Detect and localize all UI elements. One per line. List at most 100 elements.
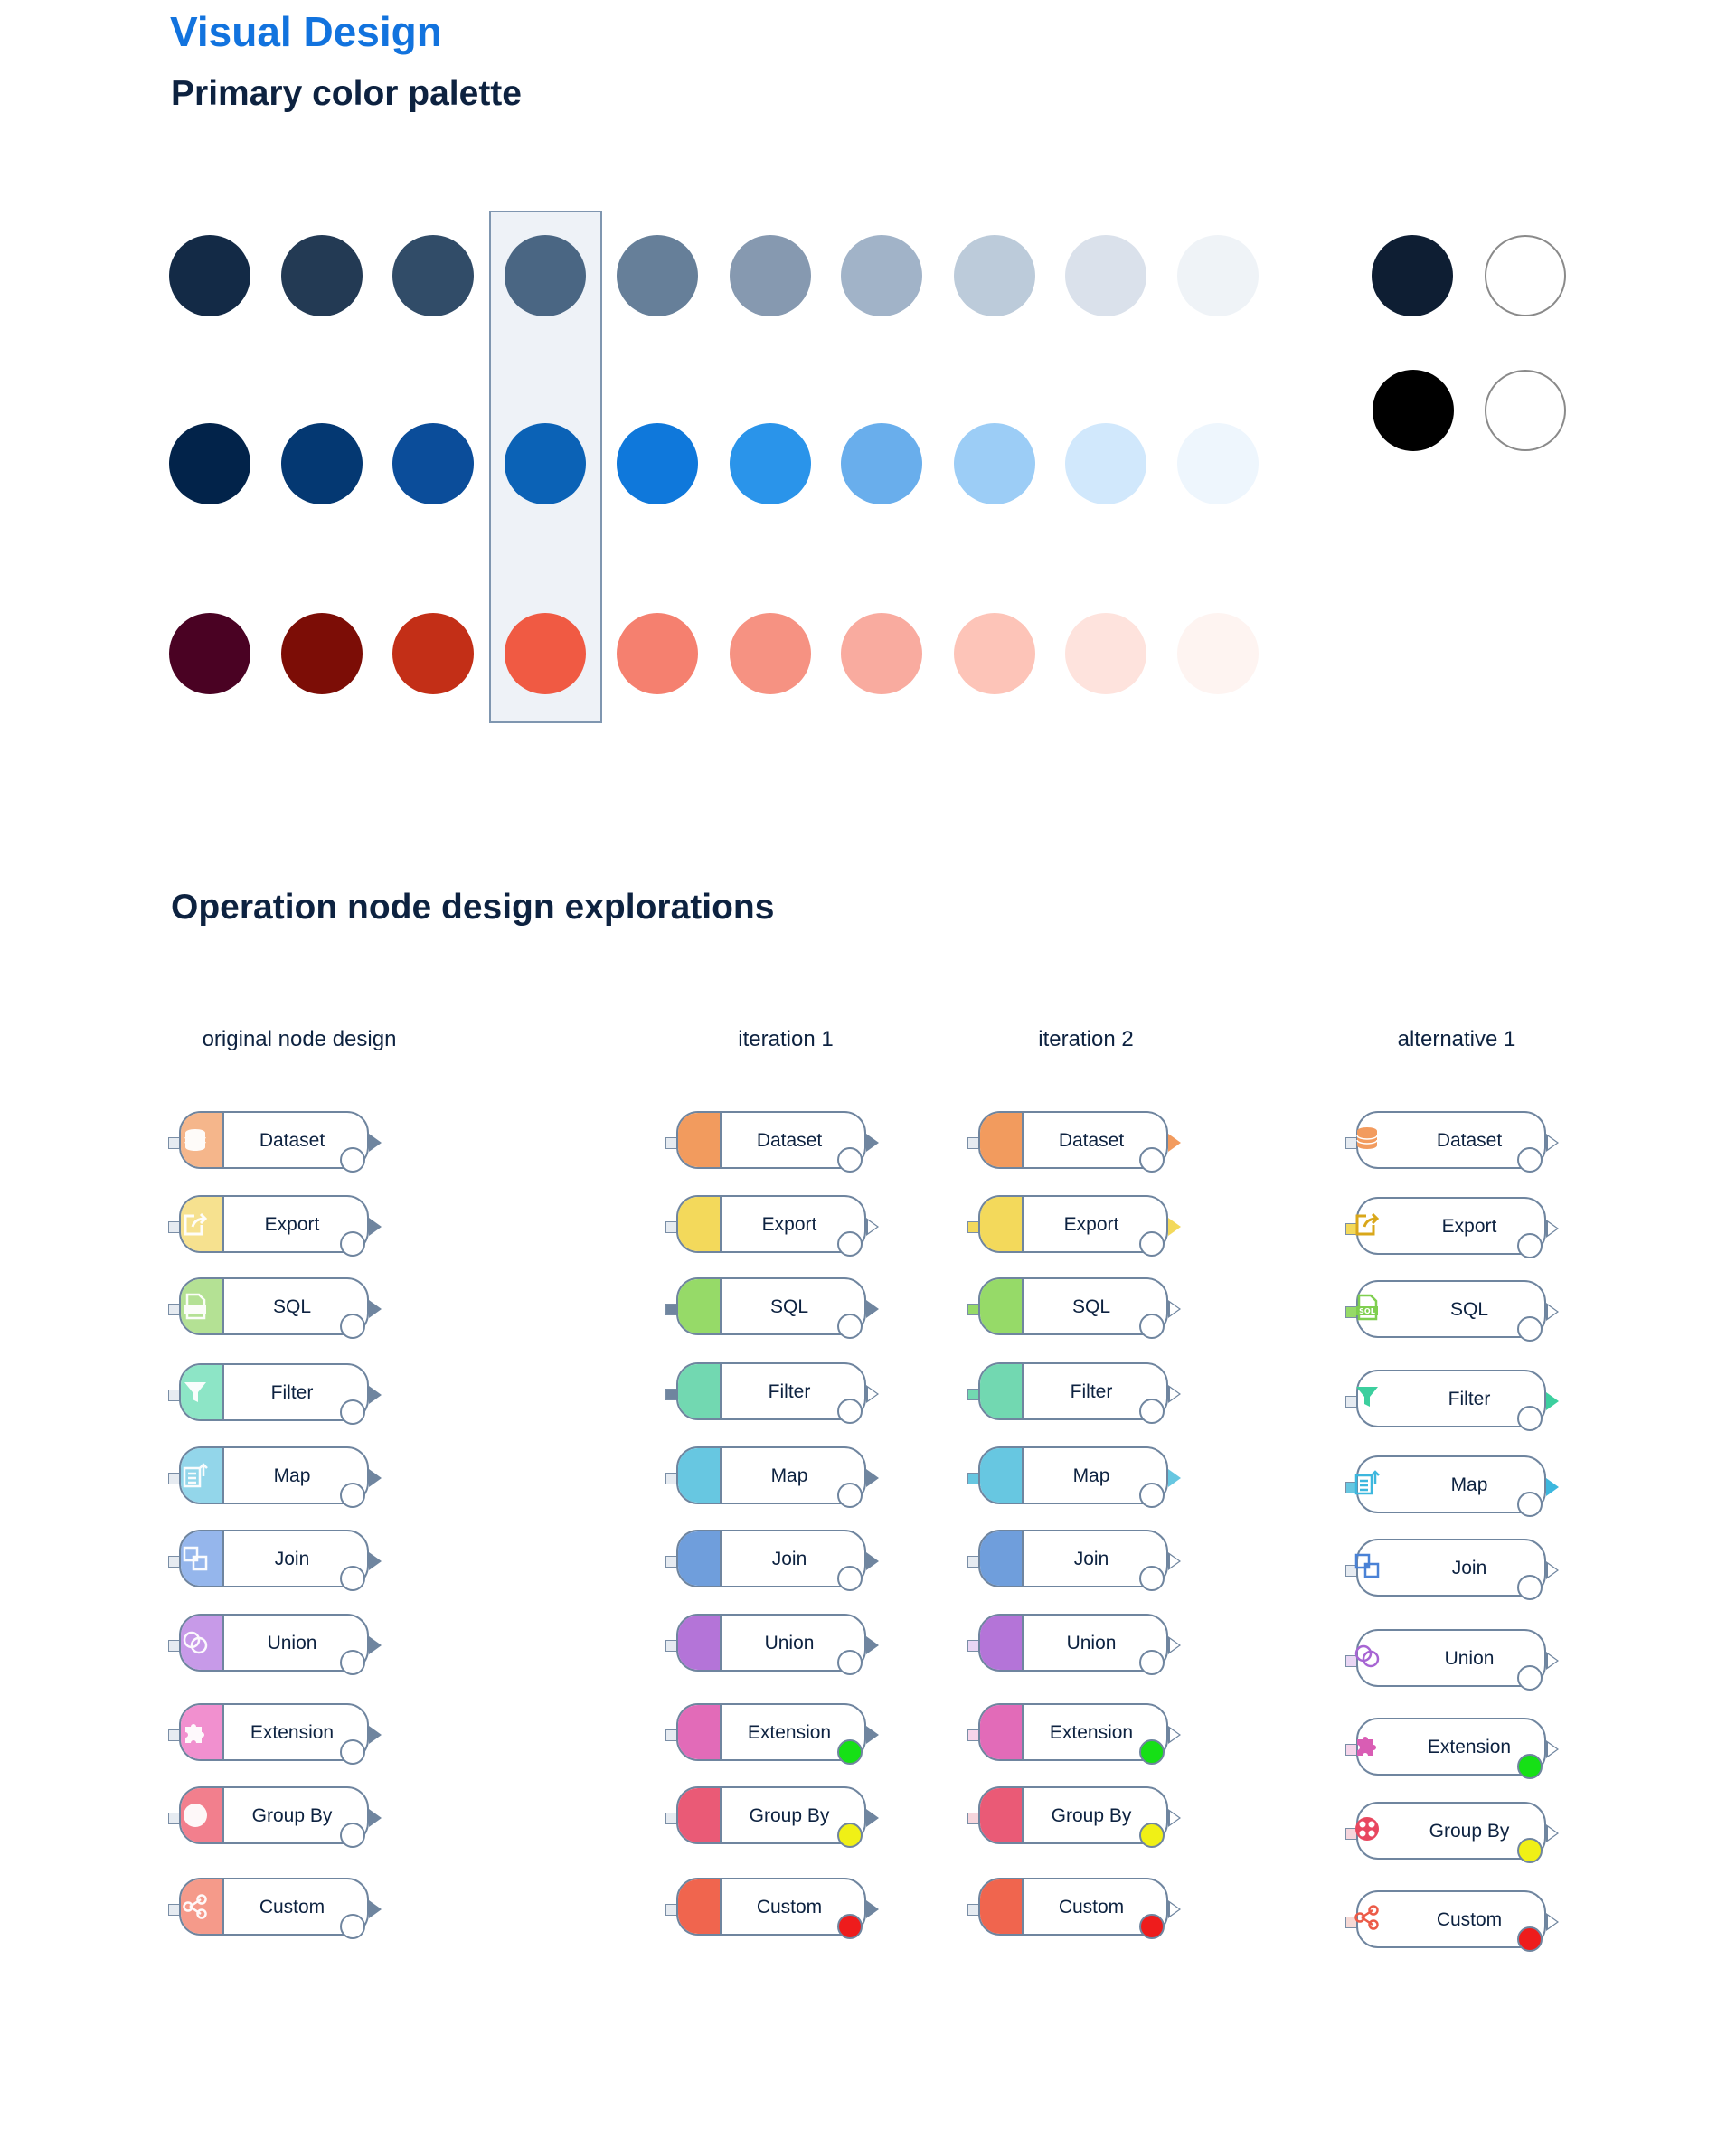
output-arrow-icon[interactable] (369, 1552, 382, 1570)
operation-node-sql[interactable]: SQL (665, 1277, 882, 1341)
node-body[interactable]: Union (1356, 1629, 1546, 1687)
output-arrow-icon[interactable] (369, 1809, 382, 1827)
node-body[interactable]: SQL (179, 1277, 369, 1335)
operation-node-map[interactable]: Map (168, 1446, 385, 1510)
output-arrow-icon[interactable] (1168, 1636, 1181, 1654)
node-body[interactable]: Extension (1356, 1718, 1546, 1776)
operation-node-export[interactable]: Export (665, 1195, 882, 1258)
operation-node-dataset[interactable]: Dataset (665, 1111, 882, 1174)
output-arrow-icon[interactable] (369, 1636, 382, 1654)
output-arrow-icon[interactable] (1546, 1824, 1559, 1842)
operation-node-dataset[interactable]: Dataset (967, 1111, 1184, 1174)
node-body[interactable]: Group By (179, 1786, 369, 1844)
node-body[interactable]: Custom (676, 1878, 866, 1936)
node-body[interactable]: Filter (676, 1362, 866, 1420)
node-body[interactable]: Export (179, 1195, 369, 1253)
operation-node-custom[interactable]: Custom (665, 1878, 882, 1941)
operation-node-sql[interactable]: SQL SQL (1345, 1280, 1562, 1343)
operation-node-group-by[interactable]: Group By (665, 1786, 882, 1850)
operation-node-join[interactable]: Join (168, 1530, 385, 1593)
node-body[interactable]: Filter (179, 1363, 369, 1421)
output-arrow-icon[interactable] (866, 1809, 879, 1827)
operation-node-group-by[interactable]: Group By (168, 1786, 385, 1850)
output-arrow-icon[interactable] (1546, 1561, 1559, 1579)
output-arrow-icon[interactable] (369, 1134, 382, 1152)
output-arrow-icon[interactable] (1168, 1218, 1181, 1236)
operation-node-export[interactable]: Export (1345, 1197, 1562, 1260)
node-body[interactable]: Extension (676, 1703, 866, 1761)
operation-node-union[interactable]: Union (1345, 1629, 1562, 1692)
output-arrow-icon[interactable] (866, 1469, 879, 1487)
operation-node-extension[interactable]: Extension (967, 1703, 1184, 1766)
node-body[interactable]: Map (1356, 1455, 1546, 1513)
node-body[interactable]: Join (978, 1530, 1168, 1587)
output-arrow-icon[interactable] (1168, 1385, 1181, 1403)
operation-node-sql[interactable]: SQL (967, 1277, 1184, 1341)
node-body[interactable]: Group By (978, 1786, 1168, 1844)
output-arrow-icon[interactable] (1546, 1220, 1559, 1238)
operation-node-union[interactable]: Union (168, 1614, 385, 1677)
node-body[interactable]: Export (676, 1195, 866, 1253)
operation-node-extension[interactable]: Extension (1345, 1718, 1562, 1781)
node-body[interactable]: Group By (676, 1786, 866, 1844)
operation-node-custom[interactable]: Custom (168, 1878, 385, 1941)
node-body[interactable]: Map (179, 1446, 369, 1504)
node-body[interactable]: Dataset (978, 1111, 1168, 1169)
operation-node-map[interactable]: Map (665, 1446, 882, 1510)
output-arrow-icon[interactable] (1546, 1303, 1559, 1321)
output-arrow-icon[interactable] (866, 1300, 879, 1318)
output-arrow-icon[interactable] (1168, 1900, 1181, 1918)
operation-node-join[interactable]: Join (1345, 1539, 1562, 1602)
operation-node-filter[interactable]: Filter (967, 1362, 1184, 1426)
output-arrow-icon[interactable] (866, 1726, 879, 1744)
output-arrow-icon[interactable] (866, 1636, 879, 1654)
operation-node-map[interactable]: Map (967, 1446, 1184, 1510)
output-arrow-icon[interactable] (1168, 1469, 1181, 1487)
output-arrow-icon[interactable] (1546, 1913, 1559, 1931)
operation-node-group-by[interactable]: Group By (1345, 1802, 1562, 1865)
node-body[interactable]: Filter (1356, 1370, 1546, 1427)
node-body[interactable]: Dataset (676, 1111, 866, 1169)
node-body[interactable]: SQL (676, 1277, 866, 1335)
operation-node-custom[interactable]: Custom (1345, 1890, 1562, 1954)
node-body[interactable]: Union (978, 1614, 1168, 1672)
operation-node-union[interactable]: Union (665, 1614, 882, 1677)
operation-node-sql[interactable]: SQL SQL (168, 1277, 385, 1341)
output-arrow-icon[interactable] (1546, 1652, 1559, 1670)
node-body[interactable]: Custom (1356, 1890, 1546, 1948)
operation-node-join[interactable]: Join (665, 1530, 882, 1593)
node-body[interactable]: Dataset (1356, 1111, 1546, 1169)
node-body[interactable]: Union (179, 1614, 369, 1672)
output-arrow-icon[interactable] (866, 1552, 879, 1570)
node-body[interactable]: Union (676, 1614, 866, 1672)
node-body[interactable]: Filter (978, 1362, 1168, 1420)
node-body[interactable]: Join (1356, 1539, 1546, 1597)
node-body[interactable]: SQL (1356, 1280, 1546, 1338)
node-body[interactable]: Custom (978, 1878, 1168, 1936)
operation-node-filter[interactable]: Filter (168, 1363, 385, 1427)
node-body[interactable]: Custom (179, 1878, 369, 1936)
operation-node-dataset[interactable]: Dataset (1345, 1111, 1562, 1174)
output-arrow-icon[interactable] (866, 1134, 879, 1152)
output-arrow-icon[interactable] (1546, 1392, 1559, 1410)
output-arrow-icon[interactable] (1168, 1134, 1181, 1152)
output-arrow-icon[interactable] (1168, 1300, 1181, 1318)
node-body[interactable]: Group By (1356, 1802, 1546, 1860)
node-body[interactable]: Extension (978, 1703, 1168, 1761)
operation-node-join[interactable]: Join (967, 1530, 1184, 1593)
operation-node-custom[interactable]: Custom (967, 1878, 1184, 1941)
output-arrow-icon[interactable] (866, 1900, 879, 1918)
operation-node-extension[interactable]: Extension (665, 1703, 882, 1766)
output-arrow-icon[interactable] (866, 1385, 879, 1403)
node-body[interactable]: Export (978, 1195, 1168, 1253)
output-arrow-icon[interactable] (866, 1218, 879, 1236)
output-arrow-icon[interactable] (369, 1469, 382, 1487)
operation-node-map[interactable]: Map (1345, 1455, 1562, 1519)
node-body[interactable]: Map (676, 1446, 866, 1504)
output-arrow-icon[interactable] (369, 1386, 382, 1404)
output-arrow-icon[interactable] (369, 1218, 382, 1236)
operation-node-group-by[interactable]: Group By (967, 1786, 1184, 1850)
output-arrow-icon[interactable] (369, 1726, 382, 1744)
output-arrow-icon[interactable] (1546, 1740, 1559, 1758)
output-arrow-icon[interactable] (1546, 1478, 1559, 1496)
